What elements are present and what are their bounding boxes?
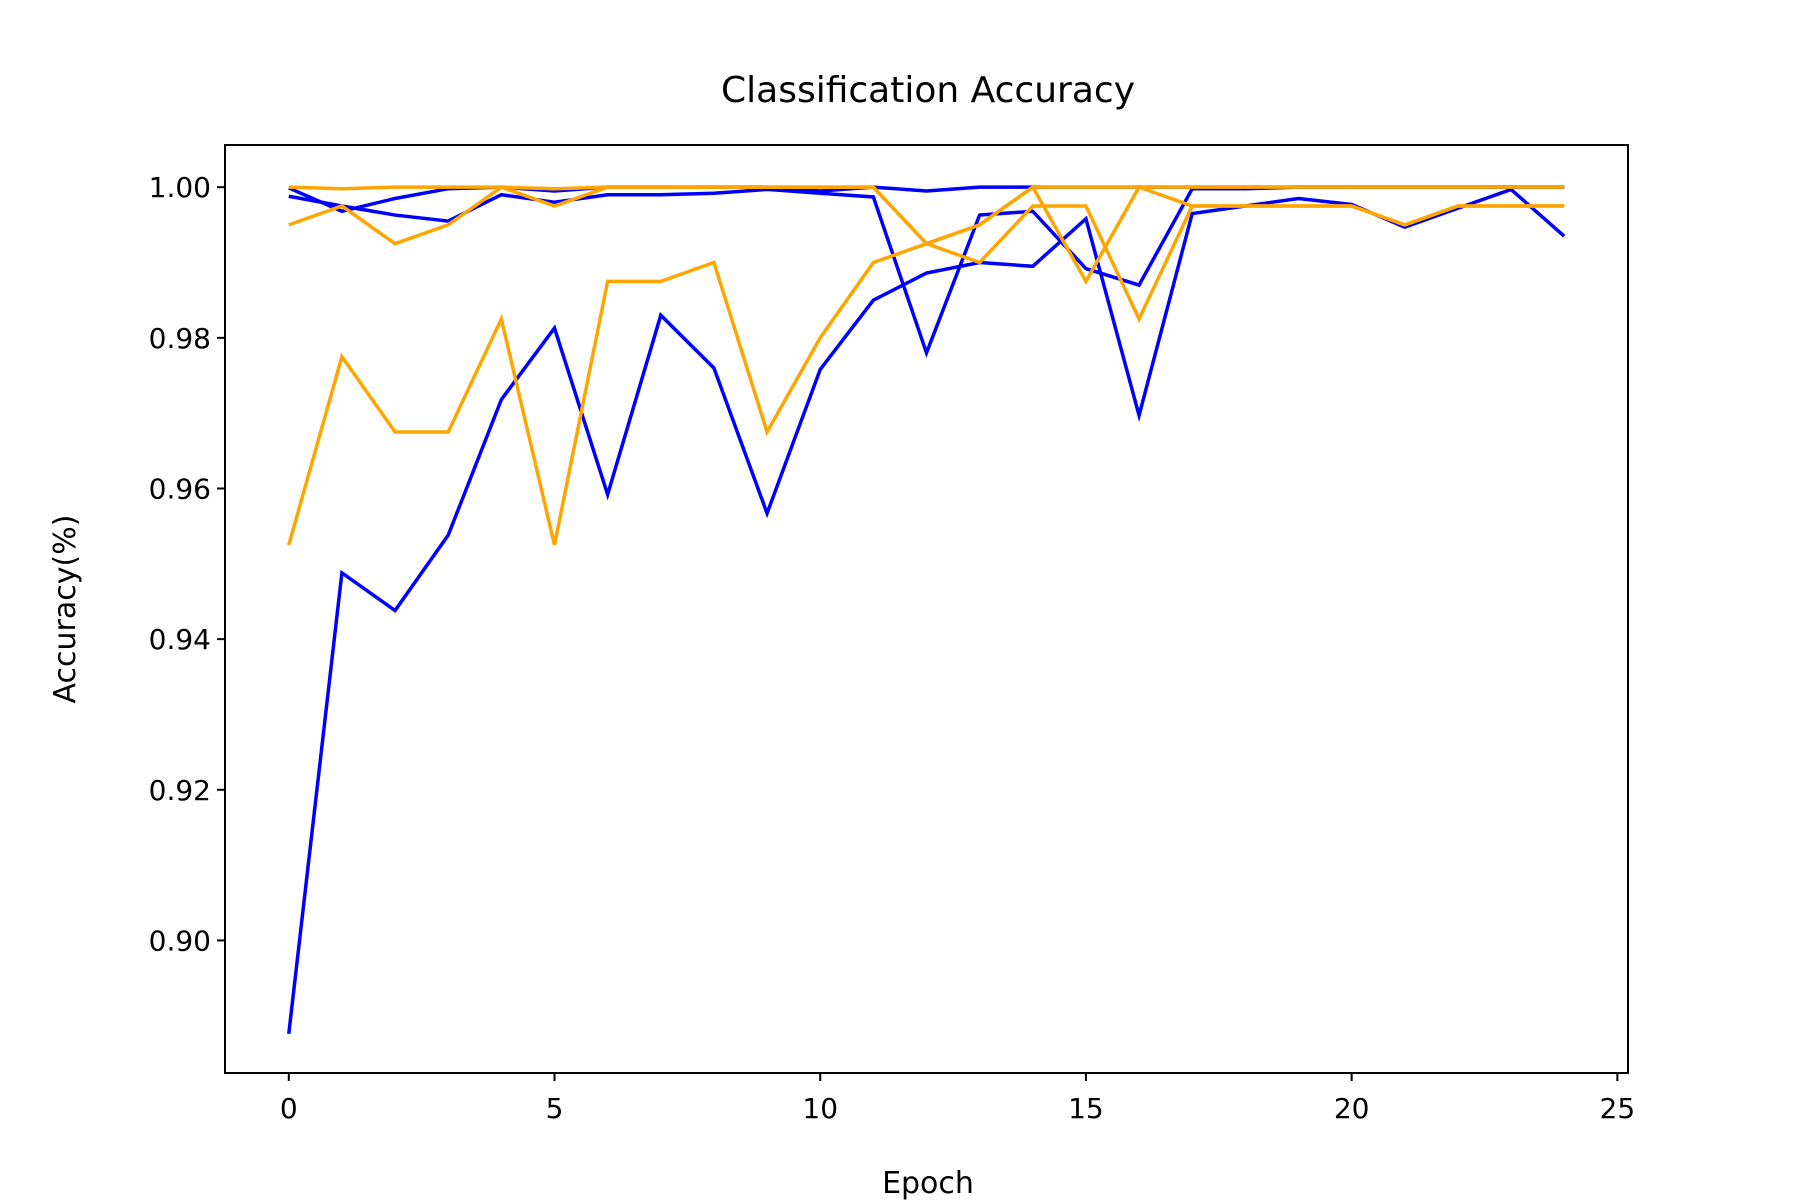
plot-frame — [224, 144, 1629, 1074]
x-tick-label: 10 — [802, 1092, 838, 1125]
y-axis-ticks: 0.90 0.92 0.94 0.96 0.98 1.00 — [149, 171, 225, 957]
y-tick-label: 0.90 — [149, 924, 211, 957]
x-tick-label: 25 — [1600, 1092, 1636, 1125]
x-axis-label: Epoch — [882, 1166, 974, 1200]
y-tick-label: 0.94 — [149, 623, 211, 656]
series-line-6 — [287, 185, 1565, 546]
y-tick-label: 1.00 — [149, 171, 211, 204]
x-tick-label: 0 — [280, 1092, 298, 1125]
x-axis-ticks: 0 5 10 15 20 25 — [280, 1073, 1635, 1125]
y-tick-label: 0.92 — [149, 774, 211, 807]
chart-title: Classification Accuracy — [721, 70, 1135, 111]
x-tick-label: 15 — [1068, 1092, 1104, 1125]
x-tick-label: 20 — [1334, 1092, 1370, 1125]
y-tick-label: 0.98 — [149, 322, 211, 355]
y-tick-label: 0.96 — [149, 472, 211, 505]
x-tick-label: 5 — [546, 1092, 564, 1125]
series-layer — [287, 184, 1566, 1035]
y-axis-label: Accuracy(%) — [48, 515, 83, 704]
